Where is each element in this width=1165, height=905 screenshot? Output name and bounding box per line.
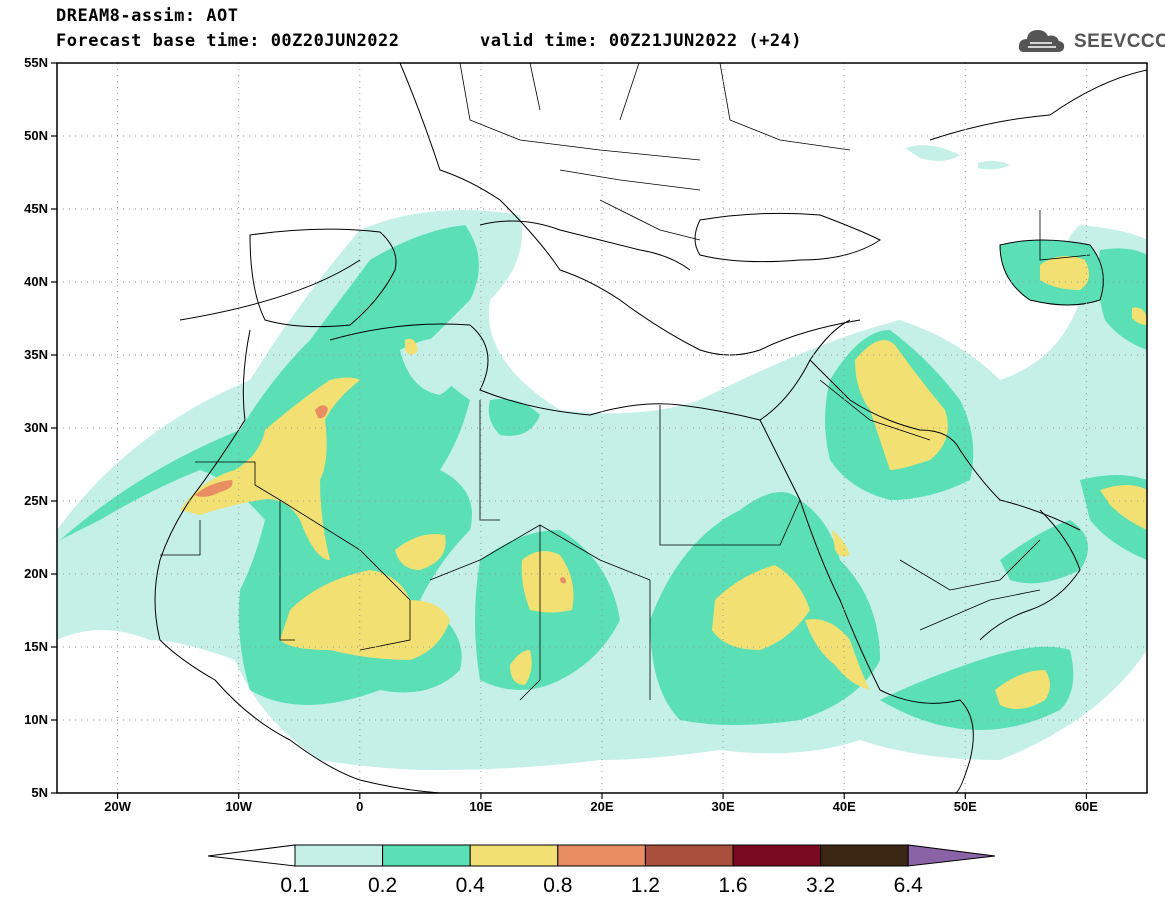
aot-level-0.8: [195, 405, 566, 584]
coastlines: [154, 63, 1147, 793]
colorbar-label: 3.2: [805, 874, 836, 897]
colorbar-swatch-2: [382, 844, 471, 867]
colorbar-right-arrow: [907, 844, 996, 867]
colorbar-swatch-7: [820, 844, 909, 867]
lon-label: 10E: [469, 799, 493, 814]
cloud-logo-icon: [1018, 30, 1065, 52]
map-title: DREAM8-assim: AOT: [56, 6, 239, 26]
lat-label: 30N: [24, 420, 48, 435]
colorbar-label: 0.2: [367, 874, 398, 897]
colorbar-swatch-1: [294, 844, 384, 867]
lat-label: 25N: [24, 493, 48, 508]
colorbar-label: 6.4: [893, 874, 923, 897]
lon-label: 0: [356, 799, 364, 814]
colorbar-left-arrow: [207, 844, 296, 867]
colorbar-label: 0.4: [455, 874, 485, 897]
colorbar: [207, 844, 996, 867]
valid-time: valid time: 00Z21JUN2022 (+24): [480, 31, 803, 51]
colorbar-swatch-4: [557, 844, 646, 867]
country-borders: [160, 63, 1091, 701]
lon-label: 10W: [225, 799, 253, 814]
lon-label: 20W: [104, 799, 131, 814]
lat-label: 40N: [24, 274, 48, 289]
lat-label: 50N: [24, 128, 48, 143]
logo-text: SEEVCCC: [1074, 31, 1165, 52]
aot-level-0.4: [180, 256, 1147, 709]
aot-fields: [57, 63, 1147, 793]
lat-label: 35N: [24, 347, 48, 362]
lon-label: 50E: [953, 799, 977, 814]
lat-label: 55N: [24, 55, 48, 70]
lon-label: 30E: [711, 799, 735, 814]
colorbar-label: 0.1: [280, 874, 310, 897]
lon-label: 20E: [590, 799, 614, 814]
lat-label: 15N: [24, 639, 48, 654]
colorbar-label: 1.6: [718, 874, 748, 897]
lat-label: 5N: [31, 785, 48, 800]
colorbar-label: 0.8: [543, 874, 573, 897]
colorbar-swatch-3: [469, 844, 559, 867]
lon-label: 40E: [832, 799, 856, 814]
lat-label: 45N: [24, 201, 48, 216]
colorbar-swatch-6: [732, 844, 822, 867]
lat-label: 20N: [24, 566, 48, 581]
colorbar-label: 1.2: [630, 874, 660, 897]
forecast-base-time: Forecast base time: 00Z20JUN2022: [56, 31, 400, 51]
axis-ticks: [51, 62, 1088, 799]
lon-label: 60E: [1074, 799, 1098, 814]
colorbar-swatch-5: [644, 844, 734, 867]
lat-label: 10N: [24, 712, 48, 727]
